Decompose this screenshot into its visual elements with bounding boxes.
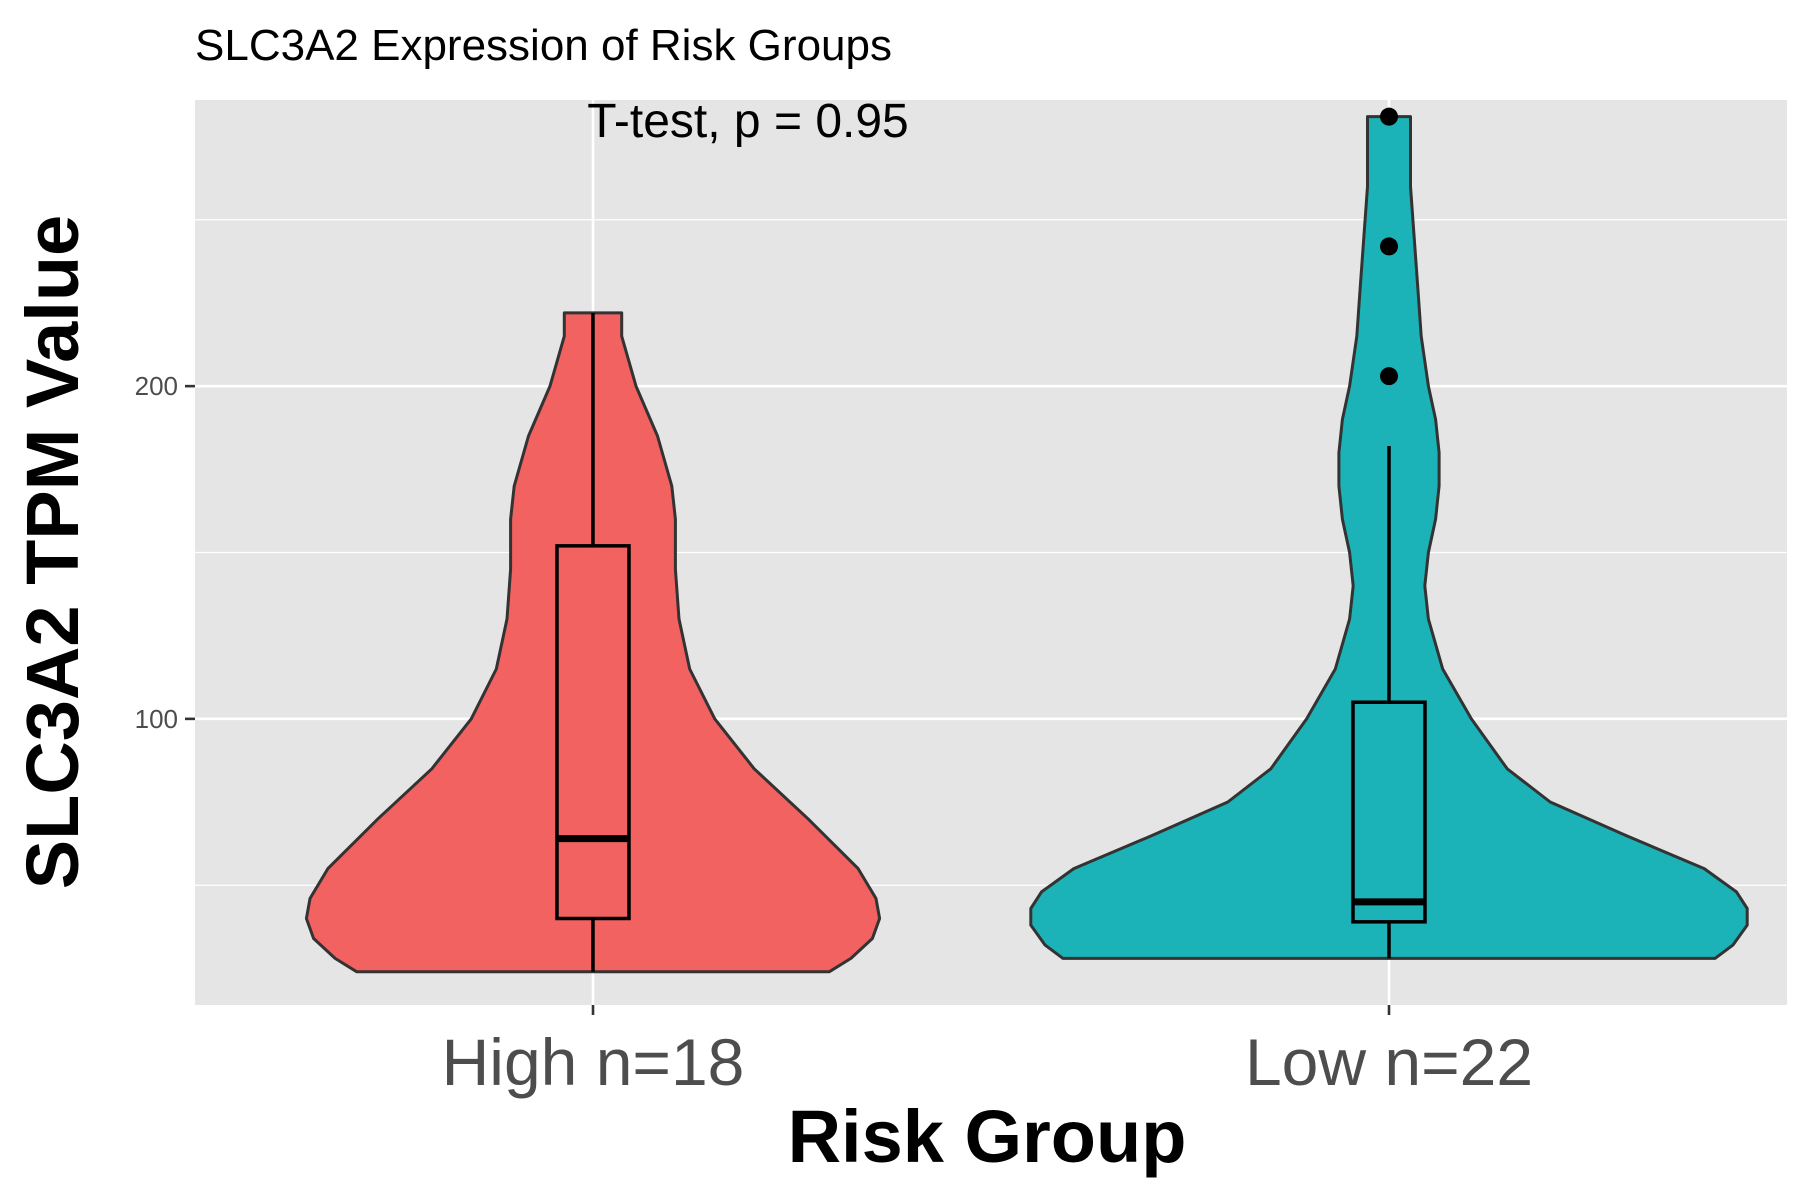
x-tick-label: High n=18 [442, 1025, 745, 1099]
y-axis-label: SLC3A2 TPM Value [11, 215, 94, 889]
box-iqr-high [555, 544, 631, 921]
y-axis: 100 200 [135, 371, 195, 734]
chart-title: SLC3A2 Expression of Risk Groups [195, 21, 892, 70]
x-axis-label: Risk Group [788, 1095, 1187, 1178]
y-tick-label: 200 [135, 371, 178, 401]
x-tick-label: Low n=22 [1245, 1025, 1533, 1099]
x-axis: High n=18 Low n=22 [442, 1005, 1533, 1099]
boxplots [555, 107, 1427, 972]
box-iqr-low [1351, 700, 1427, 924]
outlier-point-low [1380, 107, 1398, 126]
t-test-annotation: T-test, p = 0.95 [587, 95, 909, 148]
outlier-point-low [1380, 237, 1398, 256]
outlier-point-low [1380, 367, 1398, 386]
y-tick-label: 100 [135, 704, 178, 734]
